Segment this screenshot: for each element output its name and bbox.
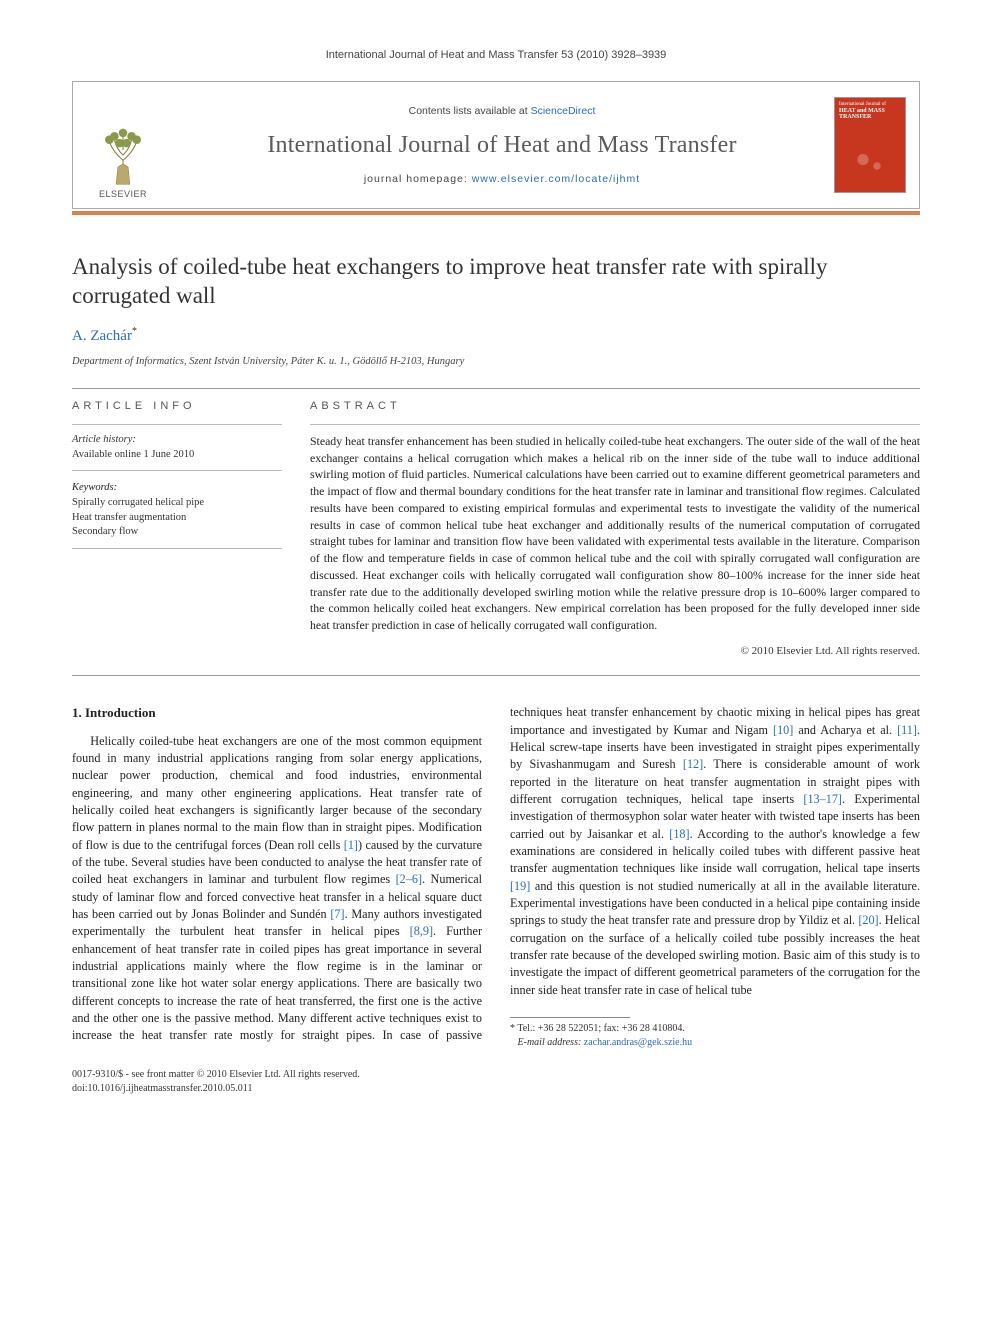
divider [72,675,920,676]
abstract-heading: ABSTRACT [310,399,920,414]
divider [72,388,920,389]
running-head: International Journal of Heat and Mass T… [72,48,920,63]
footnote-rule [510,1017,630,1018]
corresponding-marker: * [132,326,137,337]
keyword: Heat transfer augmentation [72,511,282,526]
abstract-column: ABSTRACT Steady heat transfer enhancemen… [310,399,920,660]
keyword: Secondary flow [72,525,282,540]
title-block: Analysis of coiled-tube heat exchangers … [72,253,920,369]
publisher-label: ELSEVIER [99,188,147,201]
citation-link[interactable]: [13–17] [803,792,842,806]
email-label: E-mail address: [518,1037,582,1048]
citation-link[interactable]: [11] [897,723,917,737]
history-text: Available online 1 June 2010 [72,448,282,463]
body-text: and Acharya et al. [793,723,897,737]
divider [72,548,282,549]
page-footer: 0017-9310/$ - see front matter © 2010 El… [72,1068,920,1096]
divider [310,424,920,425]
issn-line: 0017-9310/$ - see front matter © 2010 El… [72,1068,920,1082]
article-info-column: ARTICLE INFO Article history: Available … [72,399,282,660]
article-info-heading: ARTICLE INFO [72,399,282,414]
citation-link[interactable]: [18] [669,827,689,841]
footnote-block: * Tel.: +36 28 522051; fax: +36 28 41080… [510,1017,920,1050]
cover-thumb-block: International Journal of HEAT and MASS T… [831,82,919,208]
affiliation: Department of Informatics, Szent István … [72,355,920,370]
citation-link[interactable]: [8,9] [410,924,433,938]
elsevier-tree-icon [97,126,149,186]
author-line: A. Zachár* [72,325,920,347]
intro-paragraph: Helically coiled-tube heat exchangers ar… [72,704,920,1050]
citation-link[interactable]: [12] [683,757,703,771]
corresponding-footnote: * Tel.: +36 28 522051; fax: +36 28 41080… [510,1022,920,1050]
citation-link[interactable]: [10] [773,723,793,737]
divider [72,424,282,425]
citation-link[interactable]: [20] [858,913,878,927]
citation-link[interactable]: [2–6] [396,872,422,886]
journal-homepage-line: journal homepage: www.elsevier.com/locat… [364,172,640,187]
contents-prefix: Contents lists available at [409,105,531,117]
section-heading-intro: 1. Introduction [72,704,482,722]
citation-link[interactable]: [1] [344,838,358,852]
publisher-block: ELSEVIER [73,82,173,208]
journal-name: International Journal of Heat and Mass T… [267,129,736,163]
masthead-center: Contents lists available at ScienceDirec… [173,82,831,208]
body-two-column: 1. Introduction Helically coiled-tube he… [72,704,920,1050]
journal-cover-thumbnail: International Journal of HEAT and MASS T… [834,97,906,193]
abstract-copyright: © 2010 Elsevier Ltd. All rights reserved… [310,644,920,659]
footnote-tel: Tel.: +36 28 522051; fax: +36 28 410804. [517,1023,685,1034]
journal-masthead: ELSEVIER Contents lists available at Sci… [72,81,920,209]
footnote-marker: * [510,1023,515,1034]
article-title: Analysis of coiled-tube heat exchangers … [72,253,920,311]
doi-line: doi:10.1016/j.ijheatmasstransfer.2010.05… [72,1082,920,1096]
keyword: Spirally corrugated helical pipe [72,496,282,511]
citation-link[interactable]: [19] [510,879,530,893]
author-link[interactable]: A. Zachár [72,328,132,344]
journal-homepage-link[interactable]: www.elsevier.com/locate/ijhmt [472,173,640,185]
citation-link[interactable]: [7] [330,907,344,921]
author-email-link[interactable]: zachar.andras@gek.szie.hu [584,1037,692,1048]
cover-art-icon [835,127,905,193]
contents-available-line: Contents lists available at ScienceDirec… [409,104,596,119]
keywords-label: Keywords: [72,481,282,496]
divider [72,470,282,471]
homepage-prefix: journal homepage: [364,173,472,185]
info-abstract-row: ARTICLE INFO Article history: Available … [72,399,920,660]
history-label: Article history: [72,433,282,448]
abstract-body: Steady heat transfer enhancement has bee… [310,433,920,634]
sciencedirect-link[interactable]: ScienceDirect [531,105,596,117]
cover-title-big: HEAT and MASS TRANSFER [839,108,901,121]
page: International Journal of Heat and Mass T… [0,0,992,1128]
body-text: Helically coiled-tube heat exchangers ar… [72,734,482,852]
masthead-accent-bar: ELSEVIER Contents lists available at Sci… [72,81,920,215]
